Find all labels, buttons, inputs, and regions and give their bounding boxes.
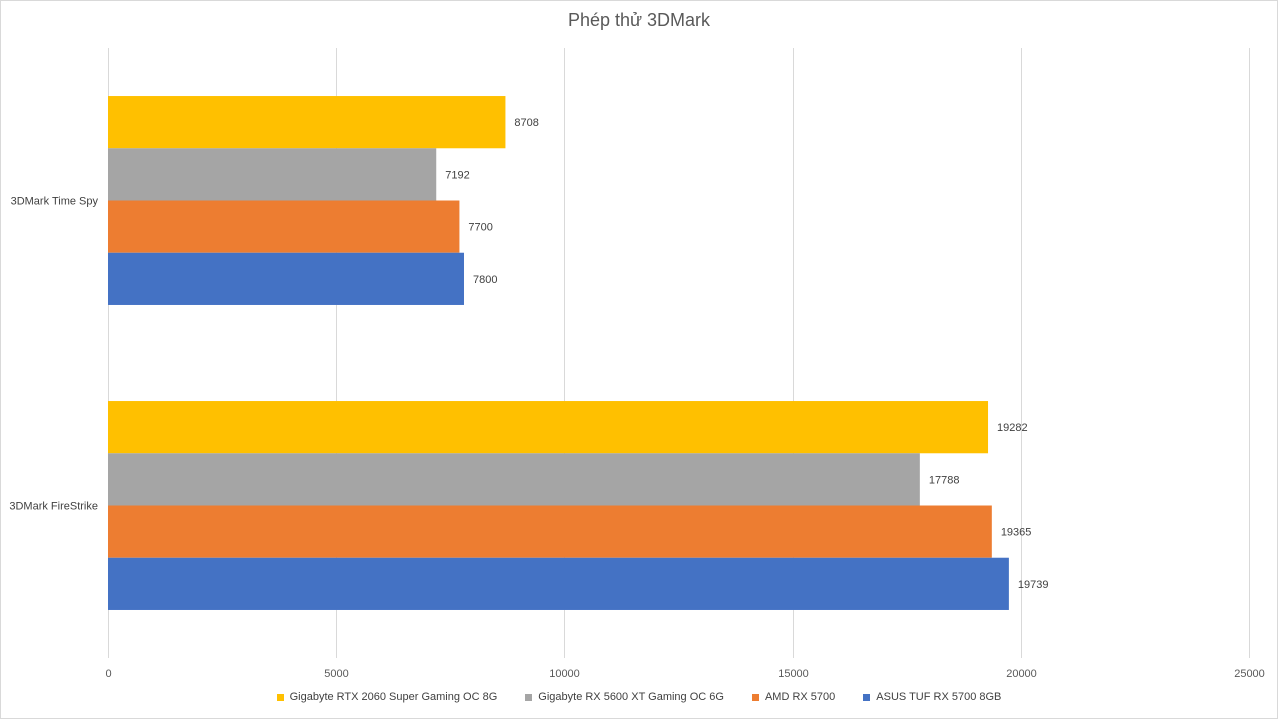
- legend-label: AMD RX 5700: [764, 691, 836, 703]
- data-label: 17788: [929, 474, 960, 486]
- x-tick-label: 0: [105, 668, 111, 680]
- category-label: 3DMark FireStrike: [9, 501, 98, 513]
- bar: [108, 557, 1009, 610]
- legend-swatch: [751, 693, 759, 701]
- data-label: 8708: [514, 117, 538, 129]
- x-tick-label: 25000: [1234, 668, 1265, 680]
- legend-item: ASUS TUF RX 5700 8GB: [863, 691, 1001, 703]
- data-label: 19282: [997, 422, 1028, 434]
- bar: [108, 252, 464, 305]
- category-label: 3DMark Time Spy: [11, 196, 99, 208]
- x-tick-label: 15000: [778, 668, 809, 680]
- x-tick-label: 5000: [324, 668, 348, 680]
- bar: [108, 505, 992, 558]
- x-tick-label: 10000: [549, 668, 580, 680]
- legend-swatch: [276, 693, 284, 701]
- data-label: 7700: [468, 222, 492, 234]
- legend-label: Gigabyte RX 5600 XT Gaming OC 6G: [538, 691, 724, 703]
- legend-swatch: [863, 693, 871, 701]
- data-label: 7192: [445, 169, 469, 181]
- bar: [108, 200, 460, 253]
- legend-item: Gigabyte RTX 2060 Super Gaming OC 8G: [276, 691, 498, 703]
- bar: [108, 148, 437, 201]
- legend-item: Gigabyte RX 5600 XT Gaming OC 6G: [525, 691, 724, 703]
- chart-legend: Gigabyte RTX 2060 Super Gaming OC 8G Giga…: [0, 691, 1278, 703]
- legend-item: AMD RX 5700: [751, 691, 836, 703]
- legend-label: ASUS TUF RX 5700 8GB: [876, 691, 1002, 703]
- x-tick-label: 20000: [1006, 668, 1037, 680]
- bar: [108, 453, 920, 506]
- legend-label: Gigabyte RTX 2060 Super Gaming OC 8G: [289, 691, 498, 703]
- legend-swatch: [525, 693, 533, 701]
- data-label: 19365: [1001, 527, 1032, 539]
- data-label: 7800: [473, 274, 497, 286]
- bar: [108, 96, 506, 149]
- chart-title: Phép thử 3DMark: [567, 10, 711, 30]
- bar: [108, 401, 989, 454]
- data-label: 19739: [1018, 579, 1049, 591]
